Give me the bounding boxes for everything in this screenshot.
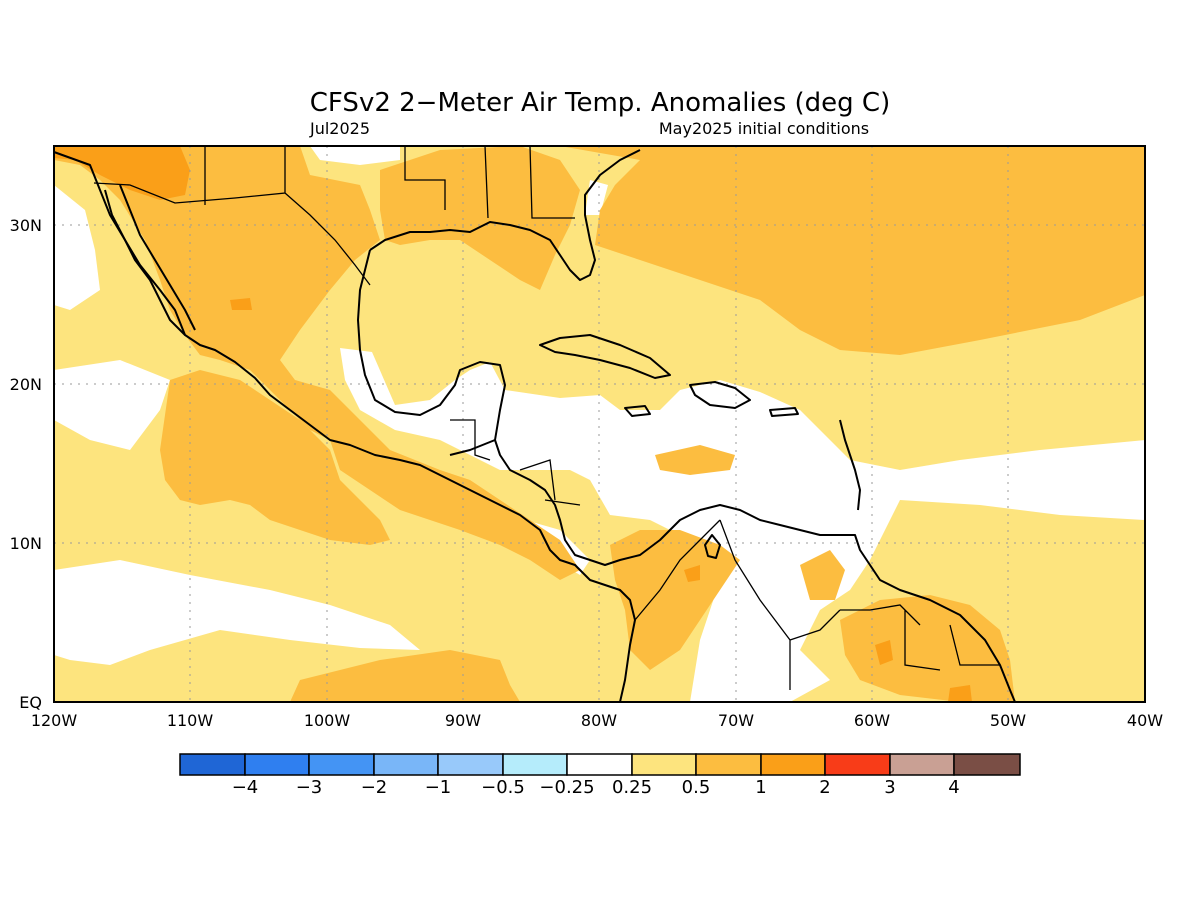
colorbar-label: −4 bbox=[232, 777, 259, 798]
colorbar-swatch bbox=[179, 753, 246, 776]
x-tick-label: 60W bbox=[854, 711, 890, 730]
anomaly-region-hot bbox=[54, 146, 190, 200]
colorbar-label: −1 bbox=[425, 777, 452, 798]
colorbar-label: −0.5 bbox=[481, 777, 525, 798]
colorbar-label: −2 bbox=[361, 777, 388, 798]
anomaly-region-warm bbox=[380, 146, 580, 290]
political-borders bbox=[93, 146, 1000, 690]
coastline-us-gulf bbox=[369, 149, 641, 281]
colorbar-label: 3 bbox=[884, 777, 895, 798]
anomaly-region-neutral bbox=[54, 185, 100, 310]
colorbar-swatch bbox=[824, 753, 891, 776]
coastline-baja bbox=[104, 184, 196, 336]
colorbar-swatch bbox=[244, 753, 310, 776]
border-central-america bbox=[450, 419, 581, 506]
anomaly-region-warm bbox=[290, 650, 520, 702]
anomaly-region-warm bbox=[655, 445, 735, 475]
colorbar-label: −3 bbox=[296, 777, 323, 798]
y-tick-label: EQ bbox=[19, 693, 42, 712]
anomaly-region-warm bbox=[54, 146, 580, 580]
anomaly-region-warm bbox=[840, 595, 1015, 702]
coastlines bbox=[54, 149, 1016, 702]
border-south-america bbox=[634, 519, 1000, 690]
anomaly-region-neutral bbox=[340, 348, 1145, 702]
x-tick-label: 70W bbox=[718, 711, 754, 730]
x-tick-label: 50W bbox=[990, 711, 1026, 730]
anomaly-region-hot bbox=[948, 685, 972, 702]
x-tick-label: 80W bbox=[581, 711, 617, 730]
coastline-hispaniola bbox=[689, 381, 751, 409]
anomaly-region-hot bbox=[230, 298, 252, 310]
coastline-cuba bbox=[539, 334, 671, 379]
colorbar-swatch bbox=[437, 753, 504, 776]
colorbar-swatch bbox=[502, 753, 568, 776]
colorbar-swatch bbox=[760, 753, 826, 776]
colorbar-label: 0.25 bbox=[612, 777, 652, 798]
coastline-caribbean-central-america bbox=[494, 439, 1016, 702]
map-plot-area bbox=[54, 146, 1145, 702]
colorbar-swatch bbox=[566, 753, 633, 776]
anomaly-region-warm bbox=[800, 550, 845, 600]
anomaly-region-hot bbox=[875, 640, 893, 665]
coastline-lesser-antilles bbox=[839, 419, 861, 511]
coastline-jamaica bbox=[624, 405, 651, 417]
y-axis-ticks: EQ 10N 20N 30N bbox=[10, 216, 42, 712]
y-tick-label: 30N bbox=[10, 216, 42, 235]
map-frame bbox=[53, 145, 1146, 703]
anomaly-region-warm bbox=[610, 530, 740, 670]
coastline-gulf bbox=[357, 249, 506, 456]
colorbar-label: 0.5 bbox=[682, 777, 711, 798]
x-tick-label: 40W bbox=[1127, 711, 1163, 730]
colorbar-label: 2 bbox=[819, 777, 830, 798]
coastline-puerto-rico bbox=[769, 407, 799, 417]
map-title: CFSv2 2−Meter Air Temp. Anomalies (deg C… bbox=[310, 88, 890, 118]
x-axis-ticks: 120W 110W 100W 90W 80W 70W 60W 50W 40W bbox=[31, 711, 1163, 730]
y-tick-label: 20N bbox=[10, 375, 42, 394]
colorbar-label: 4 bbox=[948, 777, 959, 798]
anomaly-region-neutral bbox=[54, 360, 170, 450]
x-tick-label: 100W bbox=[304, 711, 351, 730]
colorbar-swatch bbox=[631, 753, 697, 776]
colorbar: −4 −3 −2 −1 −0.5 −0.25 0.25 0.5 1 2 3 4 bbox=[179, 753, 1021, 798]
anomaly-region-neutral bbox=[54, 560, 420, 665]
colorbar-label: 1 bbox=[755, 777, 766, 798]
colorbar-swatch bbox=[953, 753, 1021, 776]
x-tick-label: 120W bbox=[31, 711, 78, 730]
graticule bbox=[54, 146, 1145, 702]
anomaly-region-hot bbox=[684, 565, 700, 582]
y-tick-label: 10N bbox=[10, 534, 42, 553]
colorbar-swatch bbox=[889, 753, 955, 776]
border-us-states bbox=[204, 146, 575, 219]
anomaly-region-warm bbox=[560, 146, 1145, 355]
x-tick-label: 90W bbox=[445, 711, 481, 730]
anomaly-region-neutral bbox=[310, 146, 400, 165]
colorbar-label: −0.25 bbox=[539, 777, 594, 798]
valid-month-label: Jul2025 bbox=[309, 119, 370, 138]
colorbar-swatch bbox=[695, 753, 762, 776]
coastline-mexico-pacific bbox=[54, 151, 636, 702]
initial-conditions-label: May2025 initial conditions bbox=[659, 119, 869, 138]
x-tick-label: 110W bbox=[167, 711, 214, 730]
colorbar-swatch bbox=[373, 753, 439, 776]
colorbar-swatch bbox=[308, 753, 375, 776]
coastline-lake-maracaibo bbox=[704, 534, 721, 559]
anomaly-region-warm bbox=[160, 370, 390, 545]
